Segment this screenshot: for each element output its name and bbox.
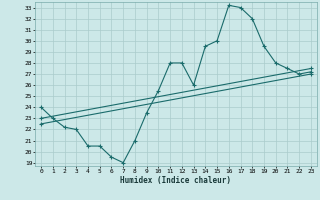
X-axis label: Humidex (Indice chaleur): Humidex (Indice chaleur) [121, 176, 231, 185]
